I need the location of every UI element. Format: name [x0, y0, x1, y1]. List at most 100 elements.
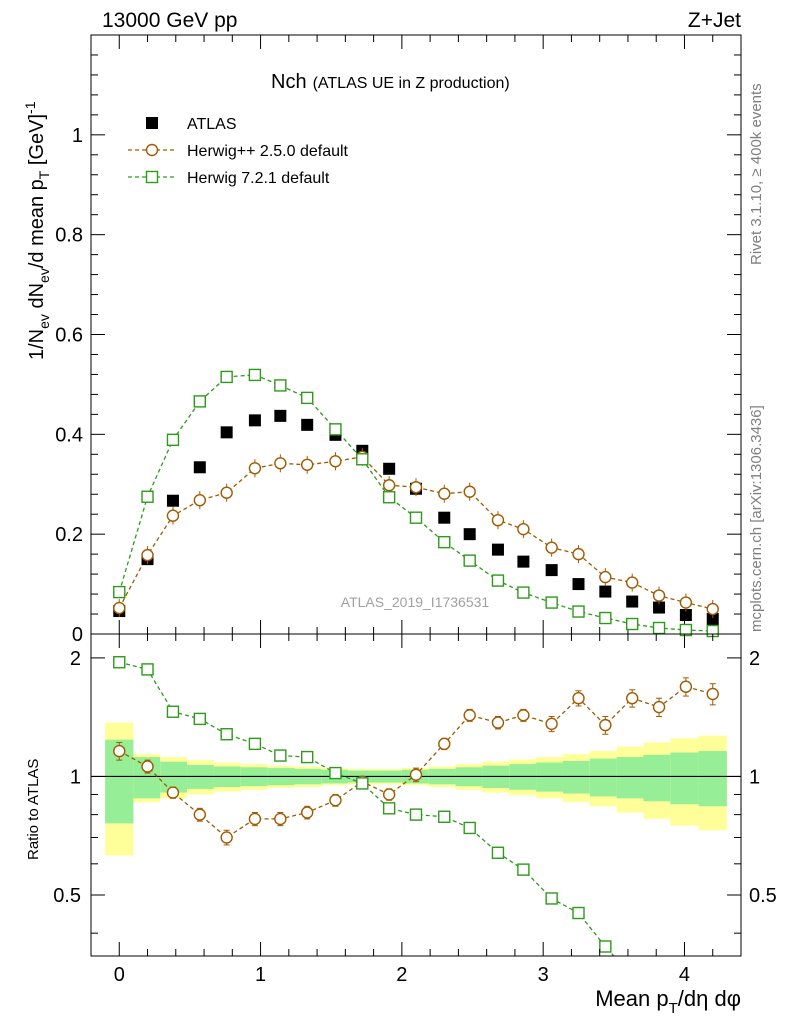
x-tick-label: 0 — [114, 964, 125, 986]
legend-herwigpp-label: Herwig++ 2.5.0 default — [187, 143, 349, 160]
ratio-y-tick-label: 0.5 — [53, 885, 81, 907]
herwig7-point — [679, 623, 693, 637]
herwigpp-point — [193, 494, 207, 507]
atlas-data-point — [706, 613, 719, 626]
ratio-frame — [90, 633, 742, 957]
x-tick-label: 3 — [538, 964, 549, 986]
herwigpp-point — [652, 589, 666, 602]
herwig7-point — [517, 586, 530, 599]
ratio-herwig7-point — [356, 777, 369, 790]
main-y-tick-label: 0.4 — [55, 424, 83, 446]
herwigpp-point — [382, 479, 396, 492]
atlas-data-point — [301, 418, 314, 431]
ratio-herwigpp-point — [706, 687, 719, 701]
ratio-herwigpp-point — [572, 692, 585, 705]
ratio-inner-band — [616, 757, 644, 799]
herwig7-point — [652, 621, 666, 635]
ratio-herwig7-point — [166, 705, 180, 718]
ratio-herwig7-line — [119, 661, 615, 956]
ratio-tick-labels: 0.5 0.5 1 1 2 2 0 1 2 3 4 — [53, 648, 777, 986]
atlas-data-point — [572, 578, 585, 591]
ratio-y-tick-label-right: 2 — [749, 648, 760, 670]
x-tick-label: 2 — [396, 964, 407, 986]
herwigpp-point — [248, 462, 262, 475]
x-tick-label: 4 — [679, 964, 690, 986]
herwig7-point — [599, 611, 612, 625]
herwigpp-point — [706, 602, 719, 616]
process-label: Z+Jet — [688, 9, 741, 32]
atlas-data-point — [438, 511, 451, 524]
ratio-herwigpp-point — [409, 768, 423, 781]
ratio-y-axis-title: Ratio to ATLAS — [25, 759, 42, 860]
ratio-inner-band — [643, 754, 671, 802]
ratio-y-tick-label: 2 — [70, 648, 81, 670]
herwigpp-line — [118, 456, 713, 610]
collision-energy-label: 13000 GeV pp — [102, 9, 237, 32]
herwigpp-point — [141, 548, 154, 562]
ratio-clipped-series — [113, 656, 719, 982]
ratio-herwigpp-point — [141, 760, 154, 773]
ratio-y-tick-label-right: 0.5 — [749, 885, 777, 907]
main-y-tick-label: 0.2 — [55, 524, 83, 546]
ratio-herwigpp-point — [113, 744, 126, 758]
ratio-axis-ticks — [90, 634, 742, 956]
ratio-herwigpp-point — [193, 808, 207, 821]
legend-herwig7-label: Herwig 7.2.1 default — [187, 170, 330, 187]
ratio-inner-band — [670, 752, 699, 805]
ratio-herwigpp-point — [220, 831, 233, 844]
ratio-uncertainty-bands — [91, 722, 741, 856]
ratio-herwig7-point — [113, 656, 126, 669]
herwigpp-point — [166, 509, 180, 522]
atlas-data-point — [248, 414, 261, 427]
ratio-panel: 0.5 0.5 1 1 2 2 0 1 2 3 4 — [53, 633, 777, 986]
ratio-herwig7-point — [382, 802, 396, 815]
ratio-inner-band — [698, 751, 727, 807]
x-axis-title: Mean pT/dη dφ — [595, 986, 741, 1017]
herwig7-point — [220, 370, 233, 384]
herwigpp-point — [679, 596, 693, 609]
main-y-tick-label: 0.8 — [55, 225, 83, 247]
ratio-y-tick-label-right: 1 — [749, 766, 760, 788]
main-y-tick-label: 0 — [72, 624, 83, 646]
main-y-tick-label: 1 — [72, 125, 83, 147]
ratio-herwigpp-point — [679, 680, 693, 693]
main-axis-ticks — [90, 34, 742, 635]
atlas-data-point — [274, 409, 287, 422]
atlas-data-point — [220, 426, 233, 439]
ratio-herwig7-point — [599, 940, 612, 953]
herwigpp-point — [599, 570, 612, 584]
herwig7-point — [438, 535, 451, 549]
ratio-herwig7-point — [274, 749, 287, 762]
mcplots-source-label: mcplots.cern.ch [arXiv:1306.3436] — [748, 405, 765, 632]
ratio-herwig7-point — [409, 808, 423, 821]
plot-title: Nch (ATLAS UE in Z production) — [271, 71, 510, 93]
herwig7-point — [356, 453, 369, 466]
ratio-herwig7-point — [193, 712, 207, 726]
herwigpp-point — [274, 457, 287, 470]
ratio-herwigpp-point — [438, 737, 451, 751]
ratio-herwig7-point — [141, 663, 154, 676]
atlas-data-point — [679, 609, 692, 622]
herwigpp-point — [220, 486, 233, 499]
ratio-inner-band — [562, 760, 590, 794]
ratio-herwig7-point — [300, 750, 314, 764]
main-tick-labels: 0 0.2 0.4 0.6 0.8 1 — [55, 125, 83, 646]
legend-herwigpp-marker — [145, 143, 159, 157]
ratio-herwig7-point — [627, 971, 638, 982]
ratio-herwigpp-point — [491, 716, 505, 729]
herwig7-point — [625, 617, 639, 631]
herwigpp-point — [572, 547, 585, 561]
herwigpp-point — [545, 541, 558, 554]
ratio-herwig7-point — [438, 810, 451, 823]
legend-atlas-marker — [146, 117, 158, 129]
svg-text:1/Nev dNev/d mean pT [GeV]-1: 1/Nev dNev/d mean pT [GeV]-1 — [22, 101, 52, 360]
herwig7-point — [113, 585, 126, 599]
ratio-inner-band — [536, 762, 563, 792]
atlas-data-point — [193, 461, 206, 474]
atlas-data-point — [626, 595, 639, 608]
ratio-herwigpp-point — [248, 812, 262, 826]
herwigpp-point — [438, 487, 451, 500]
atlas-data-point — [383, 462, 396, 475]
legend-atlas-label: ATLAS — [187, 116, 237, 133]
